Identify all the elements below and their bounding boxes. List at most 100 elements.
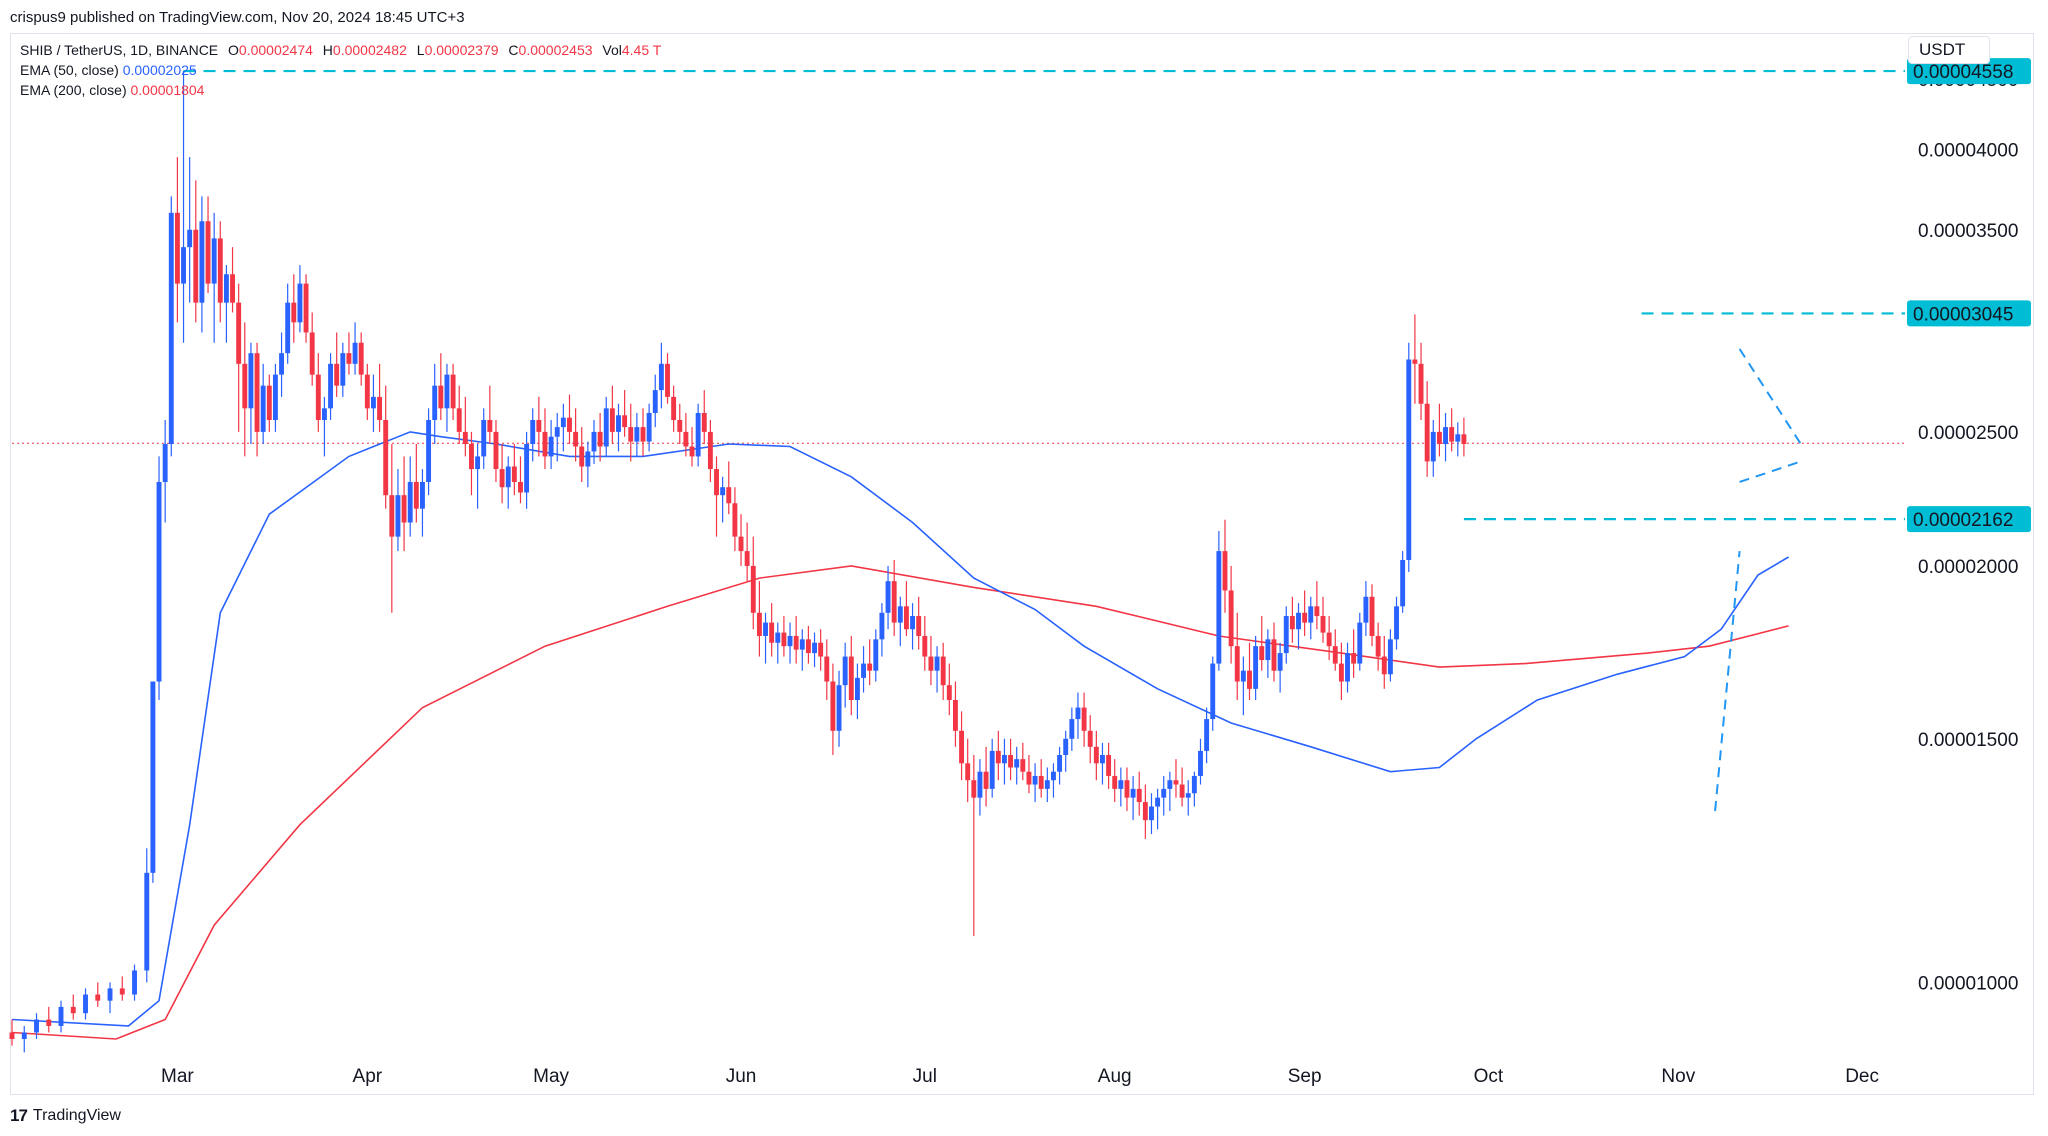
candle-down: [824, 656, 830, 682]
candle-up: [352, 342, 358, 364]
tradingview-logo[interactable]: 17 TradingView: [10, 1106, 121, 1126]
candle-up: [432, 385, 438, 420]
candle-up: [1198, 750, 1203, 776]
candle-down: [707, 431, 713, 470]
x-axis-tick-label: May: [533, 1066, 569, 1087]
candle-up: [1240, 670, 1246, 682]
candle-down: [891, 581, 897, 623]
ema50-value: 0.00002025: [122, 62, 197, 78]
candle-up: [321, 408, 327, 420]
candle-down: [1026, 771, 1032, 785]
candle-down: [1038, 775, 1044, 789]
symbol-label[interactable]: SHIB / TetherUS, 1D, BINANCE: [20, 42, 219, 58]
candle-up: [211, 238, 217, 284]
candle-up: [223, 274, 229, 303]
candle-down: [1436, 431, 1442, 445]
x-axis-tick-label: Dec: [1845, 1066, 1879, 1087]
currency-button[interactable]: USDT: [1908, 36, 1990, 64]
candle-up: [812, 642, 817, 654]
candle-down: [971, 780, 977, 798]
candle-up: [1283, 616, 1289, 654]
candle-up: [1455, 434, 1461, 442]
ema50-label: EMA (50, close): [20, 62, 119, 78]
ema200-legend-row[interactable]: EMA (200, close) 0.00001804: [20, 80, 661, 100]
chart-legend: SHIB / TetherUS, 1D, BINANCE O0.00002474…: [20, 40, 661, 100]
candle-up: [279, 353, 285, 375]
candle-down: [230, 274, 235, 303]
candle-down: [511, 466, 517, 482]
candle-down: [1320, 616, 1326, 633]
candle-up: [634, 427, 640, 442]
candle-down: [683, 431, 689, 447]
x-axis-tick-label: Jun: [726, 1066, 757, 1087]
candle-down: [922, 635, 928, 657]
candle-down: [965, 763, 971, 781]
candle-up: [603, 408, 609, 447]
candle-up: [1014, 759, 1020, 768]
candle-down: [983, 771, 989, 789]
candle-up: [1100, 755, 1105, 764]
candle-down: [487, 419, 493, 432]
candle-down: [1234, 646, 1240, 682]
candle-up: [885, 581, 891, 613]
candle-up: [1069, 719, 1075, 739]
candle-up: [977, 771, 983, 798]
candle-up: [1001, 755, 1007, 764]
candle-down: [1173, 780, 1179, 785]
candle-down: [364, 374, 370, 409]
candle-down: [46, 1019, 52, 1026]
candle-up: [1167, 780, 1173, 789]
candle-down: [628, 427, 634, 442]
candle-up: [560, 417, 566, 428]
candle-up: [107, 988, 113, 1001]
y-axis-tick-label: 0.00004000: [1918, 141, 2018, 162]
candle-up: [1191, 775, 1197, 794]
candle-down: [946, 685, 952, 701]
candle-up: [1394, 606, 1399, 640]
candle-up: [585, 451, 591, 467]
candle-up: [1044, 780, 1050, 789]
candle-down: [579, 446, 585, 467]
candle-down: [401, 495, 407, 523]
candle-up: [695, 412, 701, 457]
candle-up: [616, 415, 621, 432]
candle-up: [652, 390, 658, 413]
candle-down: [217, 238, 223, 303]
x-axis-tick-label: Nov: [1661, 1066, 1695, 1087]
candle-down: [597, 431, 603, 447]
candle-down: [518, 481, 523, 493]
candle-down: [438, 385, 444, 409]
candle-down: [744, 551, 750, 566]
candle-up: [799, 639, 805, 650]
candle-down: [242, 363, 248, 409]
ohlc-legend-row: SHIB / TetherUS, 1D, BINANCE O0.00002474…: [20, 40, 661, 60]
candle-down: [119, 988, 125, 995]
candle-down: [174, 212, 180, 284]
level-price-label-bg: [1907, 506, 2031, 533]
x-axis-tick-label: Jul: [913, 1066, 937, 1087]
candle-down: [1093, 746, 1099, 764]
candle-down: [266, 385, 272, 420]
candle-up: [144, 872, 150, 971]
ema50-legend-row[interactable]: EMA (50, close) 0.00002025: [20, 60, 661, 80]
candle-up: [1400, 559, 1406, 607]
candle-down: [818, 642, 824, 657]
candle-up: [260, 385, 266, 432]
candle-up: [1357, 622, 1363, 664]
candle-down: [1271, 639, 1277, 671]
candle-down: [805, 639, 811, 654]
candle-up: [1443, 427, 1448, 445]
candle-down: [867, 663, 873, 671]
x-axis-tick-label: Aug: [1098, 1066, 1132, 1087]
candle-up: [934, 656, 940, 671]
tradingview-logo-text: TradingView: [32, 1107, 121, 1124]
candle-up: [1051, 771, 1056, 781]
candle-up: [1216, 551, 1222, 664]
high-value: 0.00002482: [332, 42, 407, 58]
candle-down: [1087, 730, 1093, 747]
ema200-line: [11, 565, 1789, 1040]
candle-down: [995, 750, 1001, 764]
candle-up: [530, 419, 536, 445]
candle-up: [505, 466, 511, 488]
